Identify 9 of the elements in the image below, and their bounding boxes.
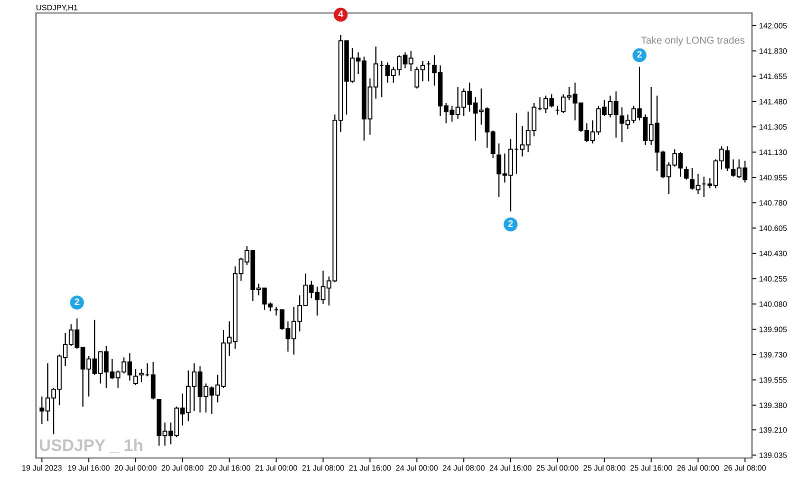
annotation: 2 [74,298,80,305]
annotation: 4 [338,10,344,18]
candlestick [150,361,156,400]
candlestick [684,166,689,180]
candlestick [133,368,138,386]
annotation: Take only LONG trades [641,36,744,46]
annotation: 2 [637,51,642,58]
annotation: 2 [508,220,513,227]
annotation: USDJPY _ 1h [40,438,142,454]
